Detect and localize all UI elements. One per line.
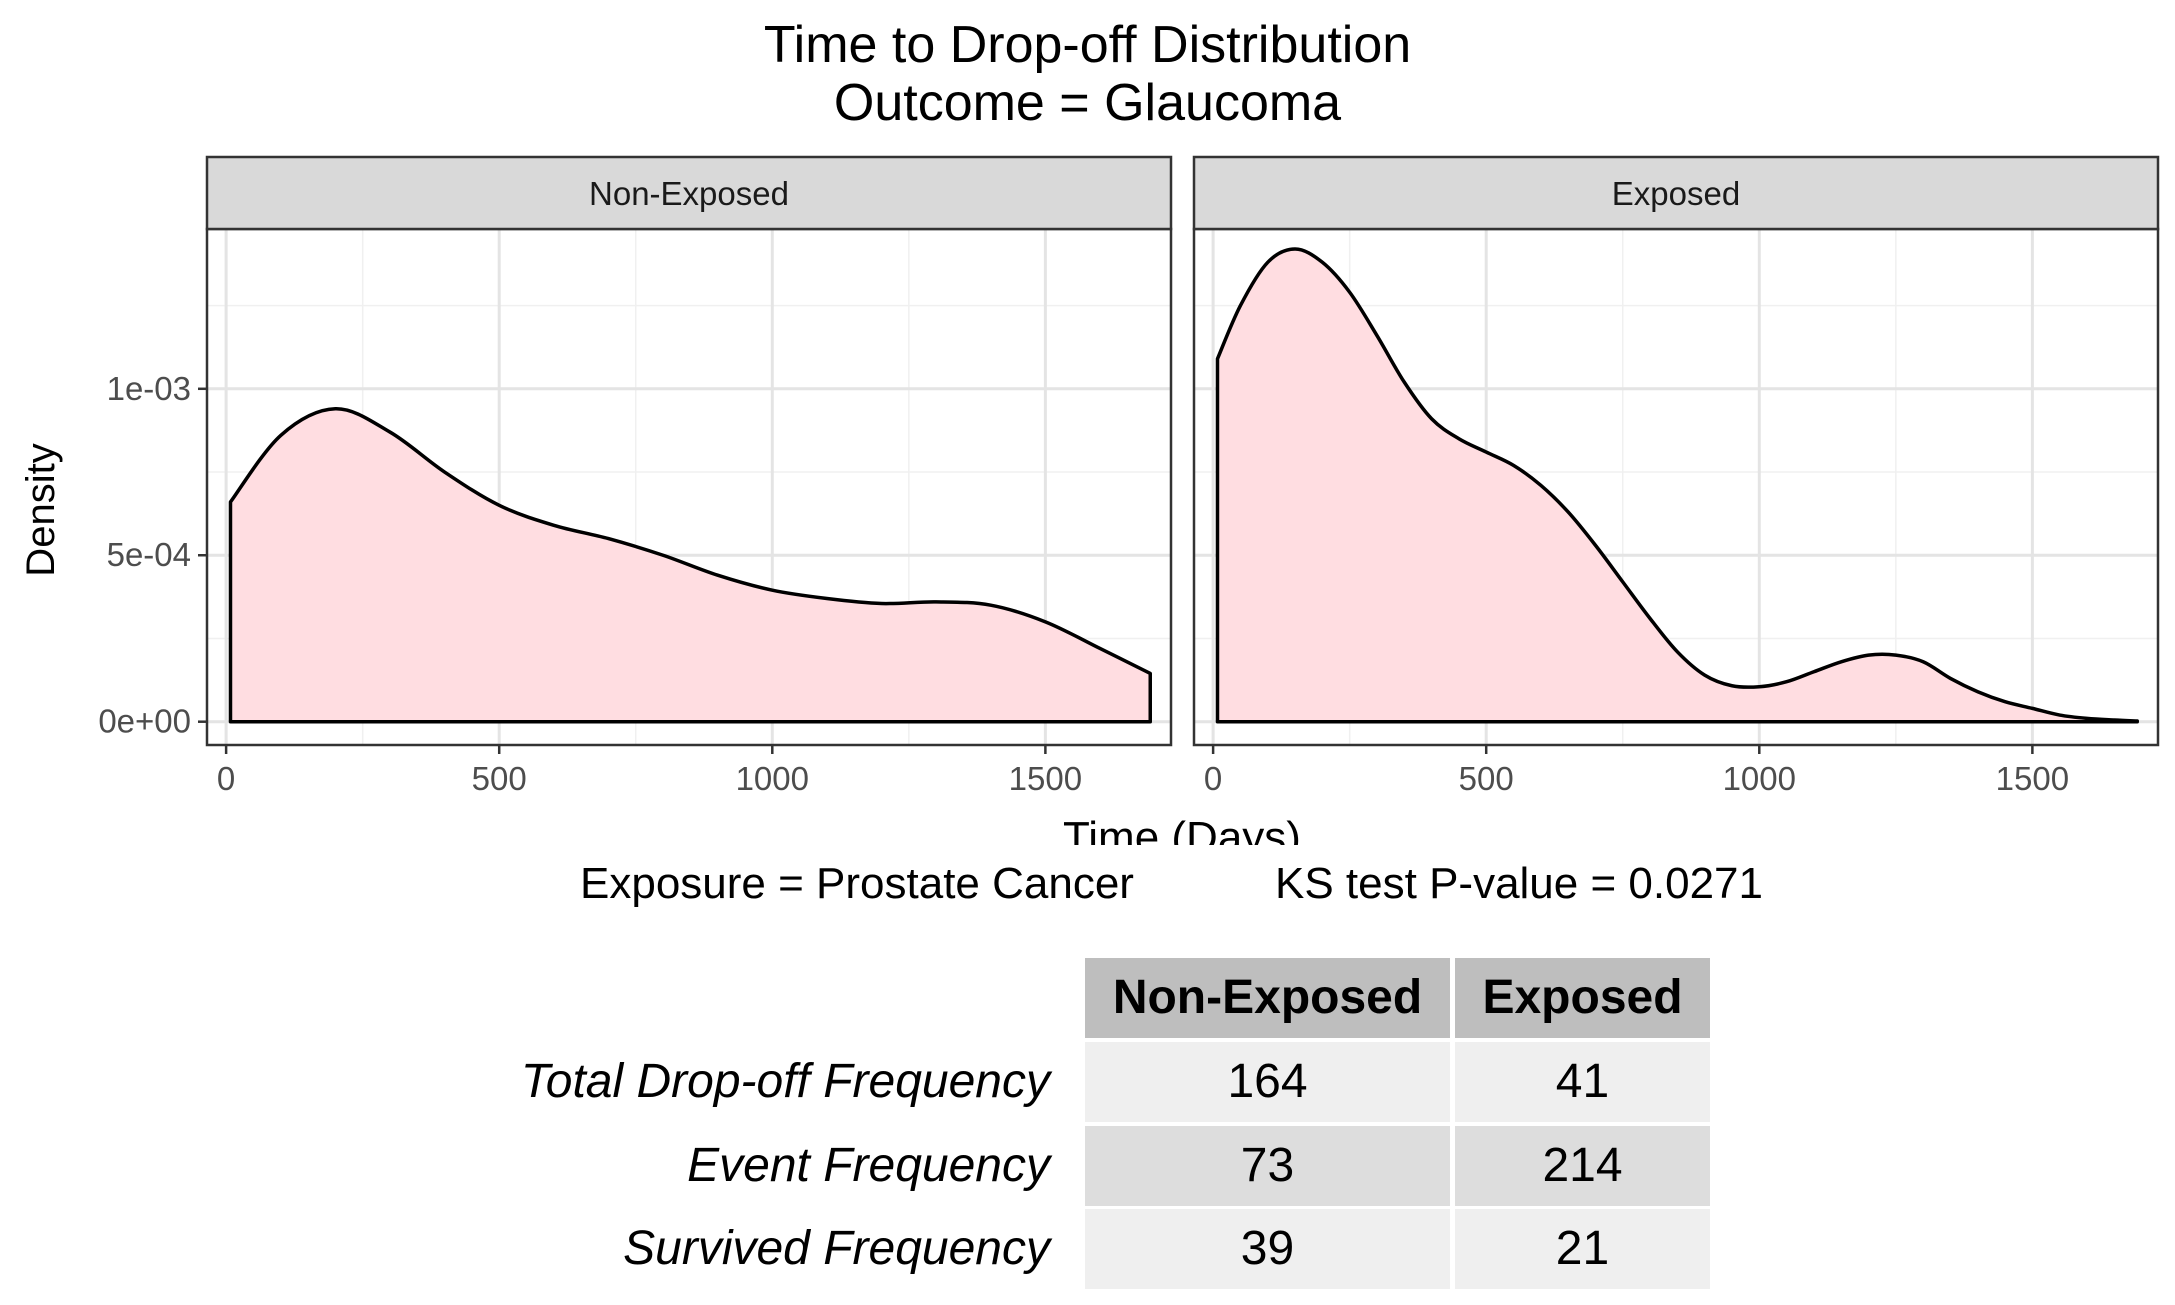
density-area-1 xyxy=(228,407,1152,724)
facet-strip-label: Exposed xyxy=(1612,175,1740,212)
density-chart: Non-Exposed 0 500 1000 1500 0e+00 5e-04 1e-03 Ex… xyxy=(19,155,2160,845)
cell-survived-non-exposed: 39 xyxy=(1085,1209,1450,1289)
density-area-2 xyxy=(1215,247,2139,724)
x-tick-label: 1500 xyxy=(1009,760,1082,797)
panels-layer: Non-Exposed 0 500 1000 1500 0e+00 5e-04 1e-03 Ex… xyxy=(98,155,2160,797)
table-header-non-exposed: Non-Exposed xyxy=(1085,958,1450,1038)
facet-strip xyxy=(1192,155,2160,231)
exposure-caption: Exposure = Prostate Cancer xyxy=(580,859,1134,908)
table-header-exposed: Exposed xyxy=(1455,958,1710,1038)
panel-2: Exposed 0 500 1000 1500 xyxy=(1192,155,2160,797)
x-tick-label: 0 xyxy=(1204,760,1222,797)
row-label-survived: Survived Frequency xyxy=(623,1222,1050,1275)
x-tick-label: 1500 xyxy=(1996,760,2069,797)
facet-strip xyxy=(205,155,1173,231)
cell-total-dropoff-non-exposed: 164 xyxy=(1085,1042,1450,1122)
cell-total-dropoff-exposed: 41 xyxy=(1455,1042,1710,1122)
ks-test-caption: KS test P-value = 0.0271 xyxy=(1275,859,1763,908)
x-tick-label: 1000 xyxy=(1723,760,1796,797)
cell-event-non-exposed: 73 xyxy=(1085,1126,1450,1206)
y-tick-label: 1e-03 xyxy=(107,370,191,407)
y-tick-label: 0e+00 xyxy=(98,703,191,740)
cell-event-exposed: 214 xyxy=(1455,1126,1710,1206)
x-tick-label: 500 xyxy=(472,760,527,797)
cell-survived-exposed: 21 xyxy=(1455,1209,1710,1289)
panel-1: Non-Exposed 0 500 1000 1500 0e+00 5e-04 1e-03 xyxy=(98,155,1173,797)
x-tick-label: 500 xyxy=(1459,760,1514,797)
x-axis-title: Time (Days) xyxy=(1063,813,1301,845)
y-axis-title: Density xyxy=(19,443,63,576)
row-label-total-dropoff: Total Drop-off Frequency xyxy=(520,1055,1050,1108)
chart-title-line2: Outcome = Glaucoma xyxy=(833,74,1342,132)
x-tick-label: 0 xyxy=(217,760,235,797)
y-tick-label: 5e-04 xyxy=(107,536,191,573)
facet-strip-label: Non-Exposed xyxy=(589,175,789,212)
chart-title-line1: Time to Drop-off Distribution xyxy=(763,16,1412,74)
row-label-event: Event Frequency xyxy=(687,1139,1050,1192)
x-tick-label: 1000 xyxy=(736,760,809,797)
